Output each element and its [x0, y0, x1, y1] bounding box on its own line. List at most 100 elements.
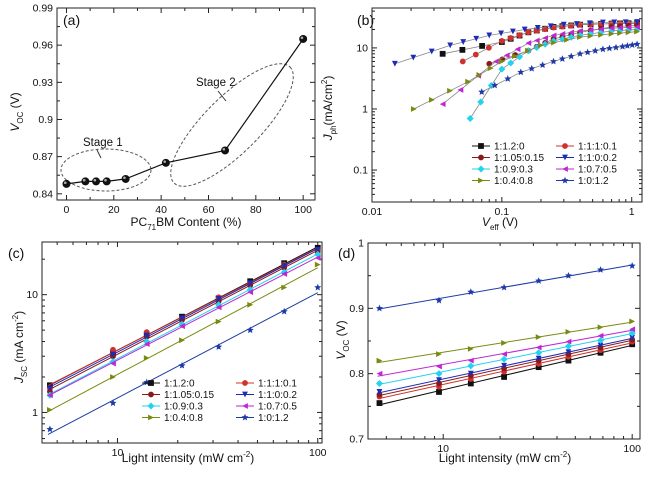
- jph-point: [600, 19, 606, 26]
- panel-a-ytick-label: 0.96: [33, 40, 54, 52]
- jph-point: [567, 52, 575, 60]
- voc-light-point: [467, 380, 474, 387]
- voc-light-point: [500, 283, 508, 291]
- voc-point-highlight: [123, 176, 126, 180]
- panel-b-ytick-label: 0.1: [353, 165, 368, 177]
- panel-b-label: (b): [357, 12, 374, 28]
- panel-c-plot-frame: [41, 241, 323, 444]
- voc-point: [102, 177, 111, 186]
- panel-b-legend-label: 1:0:1.2: [578, 176, 609, 187]
- jph-point: [486, 60, 493, 67]
- jph-point: [625, 29, 632, 36]
- voc-light-point: [597, 332, 604, 339]
- jsc-point: [47, 382, 53, 389]
- panel-b-legend-label: 1:1:1:0.1: [578, 142, 617, 153]
- voc-point-highlight: [93, 178, 97, 182]
- jsc-point: [215, 296, 222, 302]
- voc-point-highlight: [63, 181, 67, 184]
- panel-a-ytick-label: 0.84: [33, 188, 54, 200]
- jph-point: [608, 30, 615, 37]
- jsc-point: [46, 425, 54, 433]
- jph-point: [510, 28, 516, 35]
- panel-a-xlabel: PC71BM Content (%): [131, 215, 242, 232]
- voc-light-point: [436, 389, 442, 395]
- jsc-fit-line: [47, 292, 318, 435]
- stage-1-label: Stage 1: [83, 137, 123, 149]
- panel-a-ylabel: VOC (V): [8, 92, 25, 131]
- jph-point: [460, 39, 467, 45]
- jph-point: [634, 19, 640, 25]
- jph-point: [568, 22, 575, 29]
- panel-a-xtick-label: 0: [64, 204, 70, 216]
- stage-1-ellipse: [60, 148, 152, 192]
- panel-c-ytick-label: 1: [32, 407, 38, 419]
- jph-point: [498, 65, 506, 73]
- panel-c-legend-marker: [242, 391, 248, 398]
- panel-b-legend-marker: [477, 165, 485, 173]
- jph-fit-line: [481, 43, 638, 93]
- voc-point: [81, 177, 90, 186]
- jph-point: [550, 32, 557, 39]
- jph-point: [507, 59, 515, 67]
- jph-point: [542, 26, 549, 33]
- panel-d: (d) Light intensity (mW cm-2) VOC (V) 10…: [334, 238, 641, 466]
- jsc-point: [215, 304, 222, 311]
- voc-light-point: [535, 277, 543, 284]
- panel-d-ytick-label: 0.7: [349, 434, 364, 446]
- panel-d-ylabel: VOC (V): [334, 320, 351, 359]
- panel-b-legend-marker: [562, 143, 568, 149]
- panel-c-xlabel: Light intensity (mW cm-2): [122, 450, 254, 465]
- jph-point: [459, 46, 466, 53]
- voc-light-point: [500, 355, 508, 363]
- voc-line: [66, 38, 304, 185]
- jph-point: [498, 58, 505, 65]
- jph-point: [410, 106, 417, 112]
- jsc-point: [314, 283, 322, 291]
- jph-point: [466, 114, 474, 122]
- panel-b-xlabel: Veff (V): [482, 215, 518, 232]
- panel-a-xtick-label: 80: [250, 204, 262, 216]
- panel-a-ytick-label: 0.87: [33, 151, 54, 163]
- stage-1-pointer: [96, 149, 102, 159]
- jph-point: [605, 44, 613, 52]
- jph-point: [439, 101, 446, 108]
- jsc-point: [314, 261, 321, 268]
- jph-point: [477, 98, 485, 106]
- jsc-point: [314, 246, 321, 253]
- voc-light-point: [564, 342, 572, 350]
- jph-point: [410, 54, 417, 61]
- panel-b-legend-marker: [478, 143, 484, 149]
- jph-point: [478, 88, 486, 95]
- panel-c-legend-label: 1:0.9:0.3: [164, 402, 203, 413]
- panel-d-ytick-label: 1: [358, 238, 364, 250]
- jph-point: [617, 24, 623, 31]
- voc-point: [92, 177, 101, 186]
- jph-point: [559, 31, 566, 37]
- jph-point: [634, 24, 640, 30]
- panel-a-ytick-label: 0.9: [38, 114, 53, 126]
- jsc-point: [47, 385, 53, 392]
- jsc-point: [314, 255, 321, 261]
- jsc-point: [281, 284, 288, 291]
- jph-point: [516, 32, 523, 39]
- jph-point: [625, 24, 632, 31]
- jsc-point: [281, 263, 288, 269]
- voc-point-highlight: [104, 178, 107, 182]
- jph-point: [521, 26, 528, 33]
- voc-light-point: [376, 389, 383, 395]
- jph-point: [608, 25, 615, 32]
- panel-b-ytick-label: 1: [362, 103, 368, 115]
- jph-point: [598, 26, 604, 33]
- jsc-point: [110, 351, 116, 358]
- jph-point: [465, 78, 472, 85]
- jph-point: [586, 20, 593, 27]
- jph-point: [528, 64, 536, 72]
- voc-light-point: [435, 370, 443, 378]
- jph-point: [633, 40, 641, 48]
- panel-c-ytick-label: 10: [26, 289, 38, 301]
- panel-c-legend-marker: [148, 391, 154, 398]
- jph-point: [560, 21, 567, 28]
- jph-point: [472, 51, 479, 58]
- panel-c-legend-label: 1:1:0:0.2: [258, 390, 297, 401]
